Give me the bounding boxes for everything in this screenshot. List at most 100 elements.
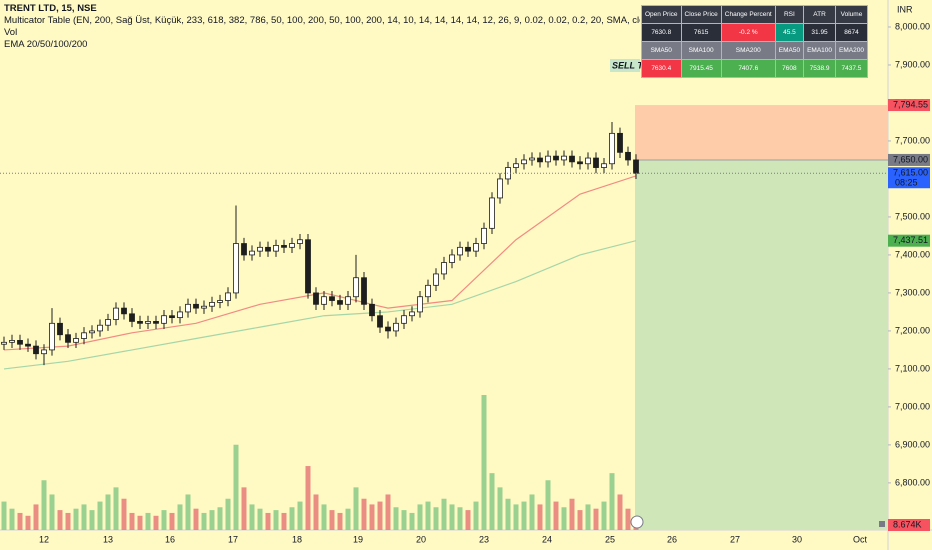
- table-row: 7630.4 7915.45 7407.6 7608 7538.9 7437.5: [642, 60, 867, 77]
- candle-body: [1, 341, 7, 345]
- table-cell: 7407.6: [721, 60, 775, 77]
- candle-body: [537, 157, 543, 163]
- volume-bar: [481, 395, 487, 530]
- candle-body: [449, 254, 455, 263]
- candle-body: [585, 157, 591, 165]
- volume-bar: [441, 498, 447, 530]
- volume-bar: [361, 498, 367, 530]
- y-tick-label: 7,500.00: [895, 211, 930, 221]
- volume-bar: [505, 498, 511, 530]
- settings-square: [879, 521, 885, 527]
- volume-bar: [353, 487, 359, 530]
- volume-bar: [537, 504, 543, 530]
- volume-bar: [393, 507, 399, 530]
- candle-body: [65, 334, 71, 343]
- candle-body: [241, 243, 247, 256]
- candle-body: [481, 227, 487, 244]
- candle-body: [41, 349, 47, 355]
- table-cell: RSI: [775, 6, 804, 23]
- volume-bar: [369, 504, 375, 530]
- volume-bar: [33, 504, 39, 530]
- table-cell: SMA100: [681, 42, 721, 59]
- x-tick-label: 27: [730, 534, 740, 544]
- volume-bar: [289, 507, 295, 530]
- last-price-label: 7,615.00: [893, 168, 928, 178]
- candle-body: [401, 315, 407, 324]
- table-cell: 7538.9: [804, 60, 836, 77]
- candle-body: [601, 163, 607, 168]
- volume-bar: [17, 512, 23, 530]
- volume-bar: [233, 444, 239, 530]
- volume-bar: [305, 466, 311, 530]
- y-tick-label: 6,800.00: [895, 477, 930, 487]
- x-tick-label: 18: [292, 534, 302, 544]
- candle-body: [321, 296, 327, 305]
- signal-bg: [610, 59, 640, 72]
- candle-body: [57, 322, 63, 336]
- candle-body: [129, 313, 135, 322]
- indicator: Multicator Table (EN, 200, Sağ Üst, Küçü…: [4, 15, 640, 26]
- candle-body: [257, 246, 263, 252]
- volume-bar: [553, 501, 559, 530]
- volume-bar: [217, 507, 223, 530]
- y-tick-label: 7,300.00: [895, 287, 930, 297]
- candle-body: [161, 315, 167, 324]
- volume-bar: [241, 487, 247, 530]
- candle-body: [569, 155, 575, 163]
- volume-bar: [281, 512, 287, 530]
- candle-body: [273, 245, 279, 252]
- candle-body: [409, 311, 415, 317]
- candle-body: [145, 321, 151, 324]
- volume-bar: [617, 494, 623, 530]
- volume-bar: [129, 512, 135, 530]
- table-cell: SMA50: [642, 42, 681, 59]
- stop-price-label-bg: [888, 99, 930, 112]
- table-cell: 45.5: [775, 24, 804, 41]
- table-cell: ATR: [804, 6, 836, 23]
- volume-bar: [65, 512, 71, 530]
- x-tick-label: 17: [228, 534, 238, 544]
- candle-body: [105, 319, 111, 326]
- candle-body: [457, 246, 463, 256]
- volume-bar: [185, 494, 191, 530]
- candle-body: [217, 300, 223, 303]
- volume-bar: [153, 515, 159, 530]
- candle-body: [465, 246, 471, 252]
- candle-body: [513, 163, 519, 168]
- volume-bar: [417, 504, 423, 530]
- volume-bar: [521, 501, 527, 530]
- candle-body: [305, 239, 311, 294]
- entry-price-label: 7,650.00: [893, 154, 928, 164]
- candle-body: [337, 300, 343, 305]
- y-tick-label: 7,100.00: [895, 363, 930, 373]
- y-tick-label: 7,200.00: [895, 325, 930, 335]
- volume-bar: [273, 510, 279, 530]
- indicator: Vol: [4, 27, 18, 38]
- candle-body: [9, 340, 15, 343]
- volume-bar: [9, 508, 15, 530]
- candle-body: [369, 303, 375, 317]
- candle-body: [377, 315, 383, 328]
- volume-bar: [609, 473, 615, 530]
- volume-bar: [57, 510, 63, 530]
- signal-label: SELL T: [612, 60, 644, 70]
- table-cell: 8674: [836, 24, 867, 41]
- x-tick-label: 24: [542, 534, 552, 544]
- candle-body: [121, 307, 127, 315]
- candle-body: [417, 296, 423, 313]
- currency: INR: [897, 4, 913, 14]
- volume-bar: [1, 501, 7, 530]
- candle-body: [233, 243, 239, 294]
- candle-body: [81, 332, 87, 339]
- x-tick-label: 25: [605, 534, 615, 544]
- volume-bar: [433, 507, 439, 530]
- x-tick-label: 12: [39, 534, 49, 544]
- volume-bar: [105, 494, 111, 530]
- volume-bar: [265, 512, 271, 530]
- volume-bar: [409, 512, 415, 530]
- candle-body: [609, 132, 615, 165]
- x-tick-label: 26: [667, 534, 677, 544]
- table-row: SMA50 SMA100 SMA200 EMA50 EMA100 EMA200: [642, 42, 867, 59]
- volume-bar: [177, 504, 183, 530]
